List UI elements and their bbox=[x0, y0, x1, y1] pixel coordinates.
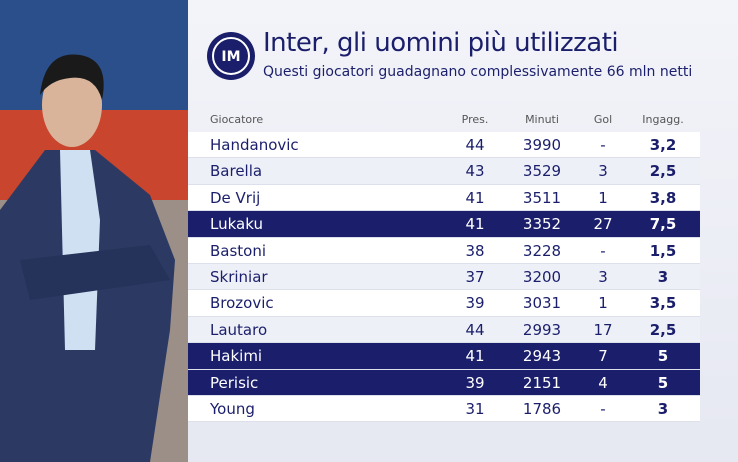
table-row: Hakimi 41 2943 7 5 bbox=[188, 343, 700, 370]
table-row: Handanovic 44 3990 - 3,2 bbox=[188, 132, 700, 159]
table-cell: 3,5 bbox=[649, 294, 677, 313]
table-cell: 44 bbox=[465, 320, 485, 339]
table-row: Barella 43 3529 3 2,5 bbox=[188, 158, 700, 185]
table-cell: 27 bbox=[593, 215, 613, 234]
table-cell: 5 bbox=[657, 347, 669, 366]
table-row: Lautaro 44 2993 17 2,5 bbox=[188, 316, 700, 344]
table-cell: 3 bbox=[657, 267, 669, 286]
subtitle: Questi giocatori guadagnano complessivam… bbox=[263, 64, 693, 80]
table-row: Bastoni 38 3228 - 1,5 bbox=[188, 237, 700, 264]
table-cell: 2151 bbox=[522, 373, 562, 392]
column-header: Minuti bbox=[525, 113, 559, 126]
table-cell: 3 bbox=[598, 267, 608, 286]
svg-text:IM: IM bbox=[221, 49, 240, 65]
table-cell: 3228 bbox=[522, 241, 562, 260]
table-cell: 17 bbox=[593, 320, 613, 339]
table-cell: Bastoni bbox=[210, 241, 267, 260]
table-cell: De Vrij bbox=[210, 188, 261, 207]
table-cell: 3529 bbox=[522, 162, 562, 181]
table-cell: 3031 bbox=[522, 294, 562, 313]
table-cell: Brozovic bbox=[210, 294, 274, 313]
table-cell: 4 bbox=[598, 373, 608, 392]
table-cell: 3352 bbox=[522, 215, 562, 234]
table-cell: 2943 bbox=[522, 347, 562, 366]
table-cell: Lukaku bbox=[210, 215, 263, 234]
table-cell: Skriniar bbox=[210, 267, 268, 286]
table-cell: Hakimi bbox=[210, 347, 263, 366]
table-cell: Handanovic bbox=[210, 136, 299, 154]
column-header: Giocatore bbox=[210, 113, 264, 126]
table-cell: 3511 bbox=[522, 188, 562, 207]
table-cell: 2,5 bbox=[649, 162, 677, 181]
table-cell: Lautaro bbox=[210, 320, 268, 339]
table-cell: 3200 bbox=[522, 267, 562, 286]
header-row: Giocatore Pres. Minuti Gol Ingagg. bbox=[188, 108, 700, 132]
table-row: Skriniar 37 3200 3 3 bbox=[188, 263, 700, 291]
table-cell: 44 bbox=[465, 136, 485, 154]
table-row: De Vrij 41 3511 1 3,8 bbox=[188, 184, 700, 212]
table-cell: Barella bbox=[210, 162, 263, 181]
table-cell: 39 bbox=[465, 373, 485, 392]
table-cell: 1,5 bbox=[649, 241, 677, 260]
table-cell: 41 bbox=[465, 347, 485, 366]
table-cell: 3990 bbox=[522, 136, 562, 154]
table-cell: 7 bbox=[598, 347, 608, 366]
table-row: Young 31 1786 - 3 bbox=[188, 395, 700, 423]
column-header: Pres. bbox=[461, 113, 489, 126]
column-header: Ingagg. bbox=[642, 113, 684, 126]
table-cell: 1 bbox=[598, 188, 608, 207]
table-cell: - bbox=[600, 241, 606, 260]
table: Giocatore Pres. Minuti Gol Ingagg. Handanovic… bbox=[188, 108, 700, 423]
column-header: Gol bbox=[593, 113, 613, 126]
table-row: Lukaku 41 3352 27 7,5 bbox=[188, 211, 700, 238]
photo bbox=[0, 0, 188, 462]
table-cell: 5 bbox=[657, 373, 669, 392]
table-cell: 3,8 bbox=[649, 188, 677, 207]
table-cell: 31 bbox=[465, 399, 485, 418]
table-cell: 43 bbox=[465, 162, 485, 181]
table-cell: 41 bbox=[465, 215, 485, 234]
table-cell: 3,2 bbox=[649, 136, 677, 154]
club-logo: IM bbox=[207, 32, 255, 80]
table-row: Perisic 39 2151 4 5 bbox=[188, 369, 700, 396]
table-cell: - bbox=[600, 136, 606, 154]
title: Inter, gli uomini più utilizzati bbox=[263, 28, 619, 58]
table-cell: 41 bbox=[465, 188, 485, 207]
table-cell: 3 bbox=[657, 399, 669, 418]
table-cell: Perisic bbox=[210, 373, 259, 392]
table-cell: 2,5 bbox=[649, 320, 677, 339]
table-cell: 2993 bbox=[522, 320, 562, 339]
table-cell: 39 bbox=[465, 294, 485, 313]
table-cell: - bbox=[600, 399, 606, 418]
table-cell: 3 bbox=[598, 162, 608, 181]
table-cell: 7,5 bbox=[649, 215, 677, 234]
table-cell: 38 bbox=[465, 241, 485, 260]
table-cell: 1786 bbox=[522, 399, 562, 418]
table-cell: 37 bbox=[465, 267, 485, 286]
table-row: Brozovic 39 3031 1 3,5 bbox=[188, 290, 700, 317]
table-cell: 1 bbox=[598, 294, 608, 313]
table-cell: Young bbox=[210, 399, 255, 418]
